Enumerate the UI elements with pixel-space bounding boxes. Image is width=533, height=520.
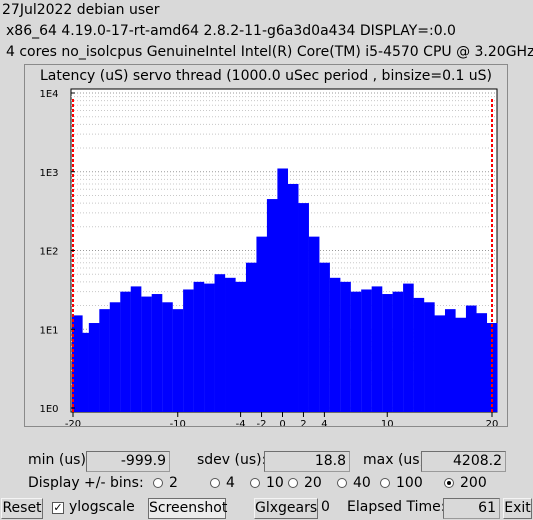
- histogram-bar: [476, 313, 488, 412]
- histogram-svg: Latency (uS) servo thread (1000.0 uSec p…: [39, 68, 499, 426]
- histogram-bar: [444, 309, 456, 412]
- histogram-bar: [340, 281, 351, 412]
- glxgears-count: 0: [321, 499, 330, 515]
- x-tick-label: -2: [257, 419, 267, 426]
- ylogscale-checkbox[interactable]: ✓: [52, 501, 64, 514]
- sdev-label: sdev (us):: [197, 452, 267, 468]
- glxgears-button[interactable]: Glxgears: [254, 498, 318, 519]
- histogram-bar: [88, 323, 100, 412]
- histogram-bar: [214, 274, 226, 412]
- info-line-cpu: 4 cores no_isolcpus GenuineIntel Intel(R…: [6, 44, 533, 60]
- histogram-bar: [183, 289, 194, 412]
- histogram-bar: [256, 236, 268, 412]
- x-tick-label: 10: [381, 419, 394, 426]
- histogram-bar: [78, 332, 89, 412]
- histogram-bar: [120, 291, 131, 412]
- y-tick-label: 1E3: [39, 168, 58, 179]
- y-tick-label: 1E0: [39, 404, 58, 415]
- max-label: max (us): [363, 452, 426, 468]
- histogram-bar: [361, 289, 372, 412]
- histogram-bar: [403, 283, 414, 412]
- x-tick-label: -4: [236, 419, 246, 426]
- histogram-bar: [392, 291, 404, 412]
- display-bins-label: Display +/- bins:: [28, 475, 144, 491]
- histogram-bar: [382, 294, 393, 412]
- histogram-bar: [371, 286, 383, 412]
- bins-radio-label-200: 200: [460, 475, 487, 491]
- histogram-bar: [72, 315, 83, 412]
- elapsed-time-field: 61: [443, 498, 500, 519]
- histogram-bar: [99, 309, 110, 412]
- bins-radio-200[interactable]: [444, 478, 454, 488]
- chart-title: Latency (uS) servo thread (1000.0 uSec p…: [40, 68, 492, 84]
- histogram-bar: [308, 236, 320, 412]
- info-line-date-user: 27Jul2022 debian user: [2, 2, 160, 18]
- histogram-bar: [225, 277, 236, 412]
- histogram-bar: [109, 302, 121, 412]
- bins-radio-100[interactable]: [380, 478, 390, 488]
- y-axis: 1E0 1E1 1E2 1E3 1E4: [39, 89, 75, 415]
- bins-radio-4[interactable]: [210, 478, 220, 488]
- info-line-kernel: x86_64 4.19.0-17-rt-amd64 2.8.2-11-g6a3d…: [6, 23, 456, 39]
- x-axis: -20 -10 -4 -2 0 2 4 10 20: [65, 412, 499, 426]
- min-label: min (us): [28, 452, 86, 468]
- histogram-bar: [455, 317, 467, 412]
- histogram-bar: [424, 302, 435, 412]
- histogram-bar: [486, 323, 498, 412]
- histogram-bar: [266, 199, 278, 412]
- histogram-bar: [287, 183, 299, 412]
- x-tick-label: 0: [279, 419, 285, 426]
- reset-button[interactable]: Reset: [1, 498, 43, 519]
- histogram-bar: [350, 291, 362, 412]
- histogram-bar: [141, 296, 152, 412]
- bins-radio-label-40: 40: [353, 475, 371, 491]
- y-tick-label: 1E2: [39, 247, 58, 258]
- histogram-bar: [434, 315, 446, 412]
- histogram-bar: [151, 294, 163, 412]
- bins-radio-10[interactable]: [250, 478, 260, 488]
- y-tick-label: 1E1: [39, 325, 58, 336]
- x-tick-label: -10: [170, 419, 186, 426]
- histogram-bar: [172, 309, 184, 412]
- histogram-bar: [277, 168, 289, 412]
- ylogscale-label: ylogscale: [69, 499, 135, 515]
- bins-radio-2[interactable]: [153, 478, 163, 488]
- x-tick-label: 2: [300, 419, 306, 426]
- histogram-bar: [130, 286, 142, 412]
- bins-radio-label-2: 2: [169, 475, 178, 491]
- bars: [72, 99, 498, 412]
- histogram-bar: [245, 262, 257, 412]
- histogram-bar: [319, 262, 330, 412]
- x-tick-label: 20: [486, 419, 499, 426]
- histogram-bar: [235, 281, 247, 412]
- elapsed-time-label: Elapsed Time:: [347, 499, 446, 515]
- histogram-bar: [162, 302, 173, 412]
- sdev-value-field: 18.8: [264, 451, 350, 472]
- exit-button[interactable]: Exit: [503, 498, 532, 519]
- bins-radio-40[interactable]: [337, 478, 347, 488]
- bins-radio-20[interactable]: [288, 478, 298, 488]
- y-tick-label: 1E4: [39, 89, 58, 100]
- histogram-bar: [329, 277, 341, 412]
- histogram-bar: [298, 203, 309, 412]
- bins-radio-label-4: 4: [226, 475, 235, 491]
- histogram-bar: [413, 297, 425, 412]
- x-tick-label: -20: [65, 419, 81, 426]
- bins-radio-label-20: 20: [304, 475, 322, 491]
- min-value-field: -999.9: [86, 451, 170, 472]
- histogram-plot: Latency (uS) servo thread (1000.0 uSec p…: [24, 64, 508, 427]
- max-value-field: 4208.2: [421, 451, 506, 472]
- screenshot-button[interactable]: Screenshot: [148, 498, 227, 519]
- histogram-bar: [193, 281, 205, 412]
- histogram-bar: [465, 305, 477, 412]
- bins-radio-label-100: 100: [396, 475, 423, 491]
- bins-radio-label-10: 10: [266, 475, 284, 491]
- x-tick-label: 4: [321, 419, 327, 426]
- histogram-bar: [204, 283, 215, 412]
